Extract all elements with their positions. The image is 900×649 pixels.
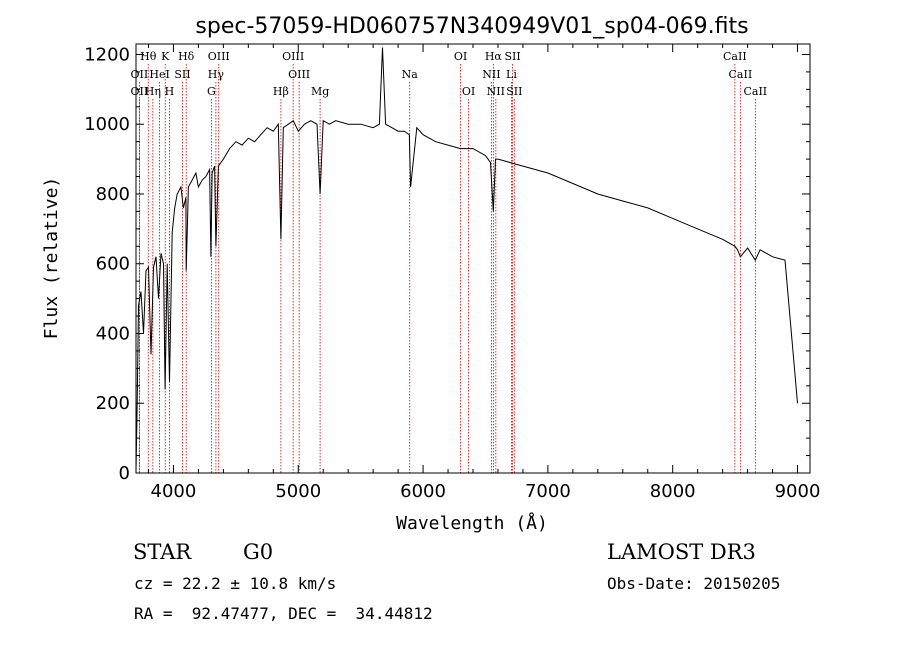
x-axis-label: Wavelength (Å) [396,512,548,534]
marker-label: H [165,85,175,98]
marker-label: NII [482,68,500,81]
ra-dec: RA = 92.47477, DEC = 34.44812 [134,604,433,623]
marker-label: HeI [149,68,169,81]
y-tick-label: 600 [96,254,130,275]
x-axis-ticks: 4000 5000 6000 7000 8000 9000 [147,44,821,502]
y-tick-label: 200 [96,393,130,414]
marker-label: OII [131,85,149,98]
object-type: STAR [133,540,192,564]
marker-label: Mg [311,85,329,98]
marker-label: CaII [729,68,753,81]
marker-label: SII [504,50,520,63]
x-tick-label: 7000 [525,481,571,502]
marker-label: Hη [145,85,161,98]
marker-label: Hγ [208,68,225,81]
marker-label: CaII [723,50,747,63]
spectrum-line [135,47,798,472]
marker-label: Hθ [140,50,157,63]
marker-label: Hδ [178,50,195,63]
y-tick-label: 0 [119,463,130,484]
marker-label: SII [174,68,190,81]
marker-label: OI [462,85,475,98]
marker-label: Li [506,68,517,81]
subclass: G0 [243,540,274,564]
y-tick-label: 1200 [84,44,130,65]
marker-label: SII [506,85,522,98]
x-tick-label: 5000 [275,481,321,502]
marker-label: OI [454,50,467,63]
x-tick-label: 8000 [650,481,696,502]
x-tick-label: 9000 [775,481,821,502]
marker-label: NII [487,85,505,98]
y-tick-label: 400 [96,323,130,344]
y-axis-label: Flux (relative) [41,177,62,340]
marker-label: Na [402,68,419,81]
y-tick-label: 800 [96,184,130,205]
y-axis-ticks: 0 200 400 600 800 1000 1200 [84,44,810,484]
marker-label: Hα [485,50,503,63]
marker-label: OIII [208,50,230,63]
marker-label: OII [131,68,149,81]
plot-frame [135,43,811,474]
marker-label: G [207,85,216,98]
survey-name: LAMOST DR3 [607,540,756,564]
x-tick-label: 4000 [151,481,197,502]
marker-label: OIII [282,50,304,63]
marker-label: CaII [743,85,767,98]
marker-label: Hβ [273,85,289,98]
x-tick-label: 6000 [400,481,446,502]
redshift-cz: cz = 22.2 ± 10.8 km/s [134,574,337,593]
marker-label: OIII [288,68,310,81]
obs-date: Obs-Date: 20150205 [607,574,781,593]
marker-label: K [161,50,170,63]
y-tick-label: 1000 [84,114,130,135]
chart-title: spec-57059-HD060757N340949V01_sp04-069.f… [195,14,748,39]
